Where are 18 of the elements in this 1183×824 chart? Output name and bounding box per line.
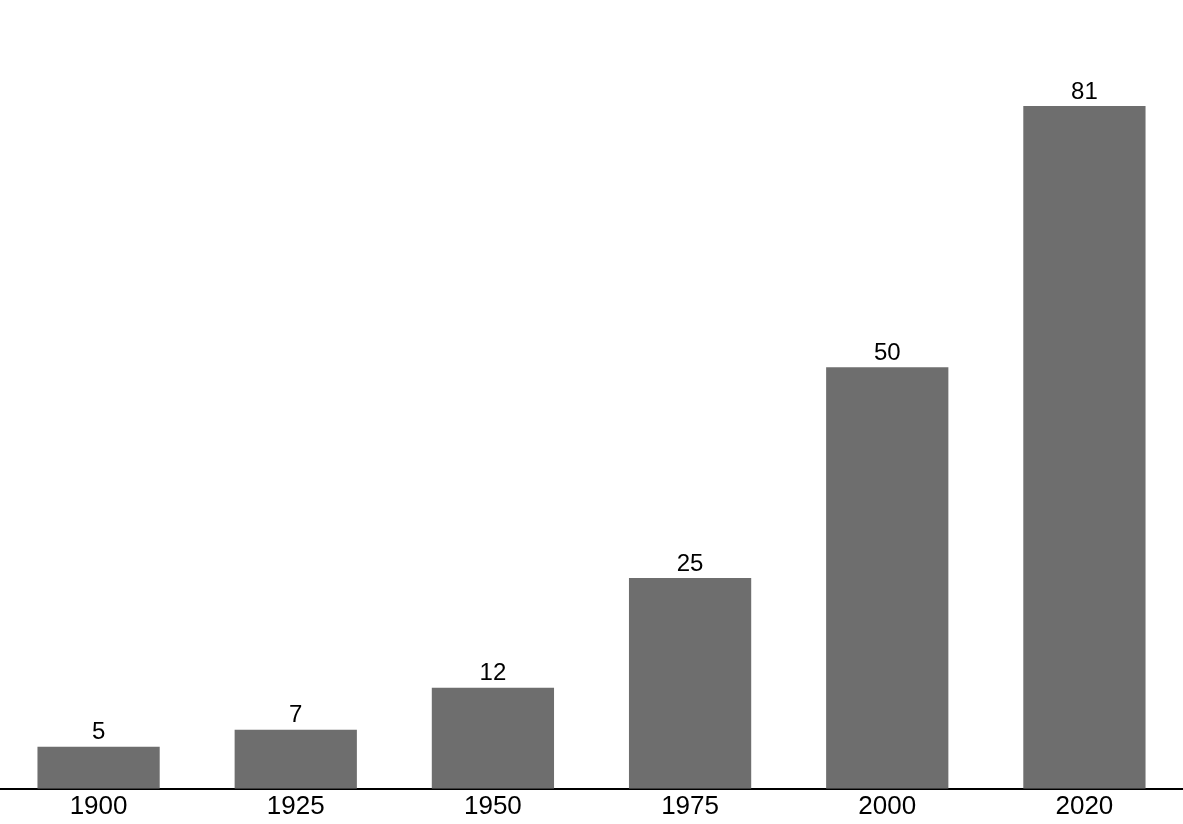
x-tick-label: 1950	[463, 789, 522, 820]
data-label: 81	[1071, 76, 1098, 104]
bar	[826, 367, 949, 789]
x-tick-label: 1975	[661, 789, 720, 820]
bar	[628, 578, 752, 789]
x-tick-label: 1900	[69, 789, 128, 820]
bar	[1023, 105, 1146, 789]
data-label: 7	[289, 700, 303, 728]
data-label: 50	[873, 337, 901, 365]
bar	[234, 729, 357, 789]
x-tick-label: 2020	[1055, 789, 1114, 820]
bar	[37, 746, 160, 789]
x-tick-label: 1925	[266, 789, 325, 820]
data-label: 12	[479, 658, 507, 686]
data-label: 25	[676, 548, 704, 576]
bar	[431, 687, 555, 789]
x-tick-label: 2000	[858, 789, 917, 820]
data-label: 5	[91, 717, 106, 745]
